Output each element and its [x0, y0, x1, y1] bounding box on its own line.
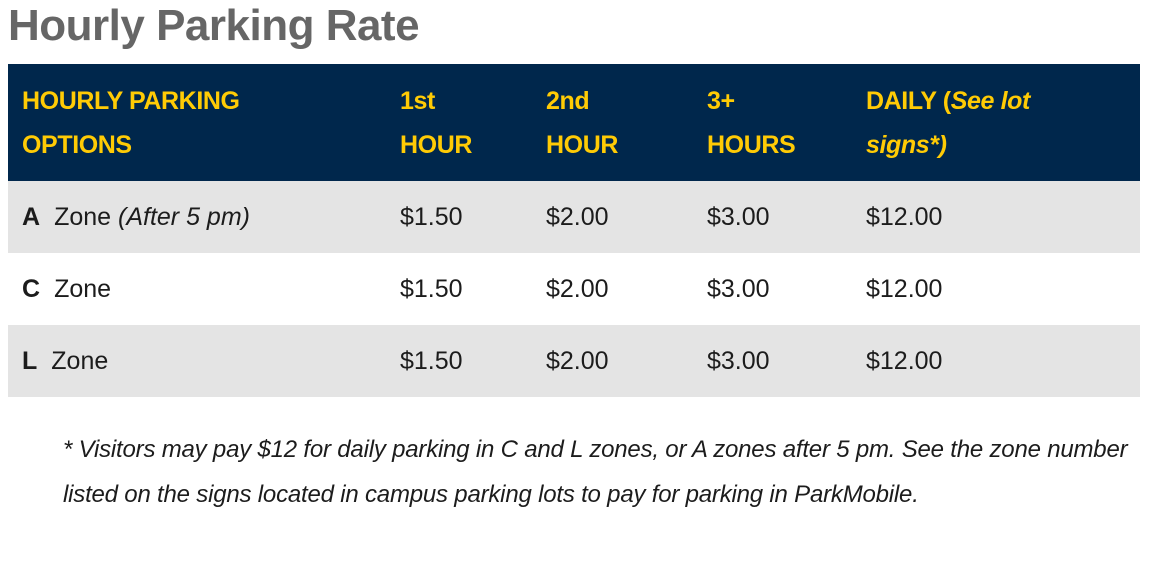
first-hour-rate: $1.50: [400, 202, 463, 231]
zone-note: (After 5 pm): [118, 202, 250, 231]
header-three-plus-hours: 3+ HOURS: [693, 64, 852, 181]
header-second-hour: 2nd HOUR: [532, 64, 693, 181]
header-daily: DAILY (See lot signs*): [852, 64, 1140, 181]
zone-label: Zone: [54, 274, 112, 303]
header-line: HOUR: [400, 130, 473, 159]
daily-rate: $12.00: [866, 346, 943, 375]
header-line: OPTIONS: [22, 130, 132, 159]
three-plus-hours-rate: $3.00: [707, 346, 770, 375]
zone-cell: L Zone: [8, 325, 386, 397]
second-hour-rate: $2.00: [546, 202, 609, 231]
table-body: A Zone (After 5 pm) $1.50 $2.00 $3.00 $12…: [8, 181, 1140, 397]
zone-label: Zone: [54, 202, 112, 231]
header-line: HOURLY PARKING: [22, 86, 240, 115]
parking-rate-table: HOURLY PARKING OPTIONS 1st HOUR 2nd HOUR…: [8, 64, 1140, 397]
header-line: HOURS: [707, 130, 796, 159]
header-line: 2nd: [546, 86, 590, 115]
table-header: HOURLY PARKING OPTIONS 1st HOUR 2nd HOUR…: [8, 64, 1140, 181]
page-title: Hourly Parking Rate: [8, 1, 420, 50]
three-plus-hours-rate: $3.00: [707, 274, 770, 303]
header-line-italic: See lot: [950, 86, 1031, 115]
table-row: C Zone $1.50 $2.00 $3.00 $12.00: [8, 253, 1140, 325]
zone-cell: A Zone (After 5 pm): [8, 181, 386, 253]
table-row: L Zone $1.50 $2.00 $3.00 $12.00: [8, 325, 1140, 397]
daily-rate: $12.00: [866, 202, 943, 231]
daily-rate: $12.00: [866, 274, 943, 303]
zone-letter: L: [22, 346, 38, 375]
table-row: A Zone (After 5 pm) $1.50 $2.00 $3.00 $12…: [8, 181, 1140, 253]
second-hour-rate: $2.00: [546, 346, 609, 375]
first-hour-rate: $1.50: [400, 346, 463, 375]
footnote: * Visitors may pay $12 for daily parking…: [63, 436, 1128, 508]
header-line: DAILY (: [866, 86, 951, 115]
header-line: 1st: [400, 86, 435, 115]
header-row: HOURLY PARKING OPTIONS 1st HOUR 2nd HOUR…: [8, 64, 1140, 181]
header-line-italic: signs*): [866, 130, 947, 159]
three-plus-hours-rate: $3.00: [707, 202, 770, 231]
zone-cell: C Zone: [8, 253, 386, 325]
zone-letter: C: [22, 274, 41, 303]
second-hour-rate: $2.00: [546, 274, 609, 303]
zone-letter: A: [22, 202, 41, 231]
first-hour-rate: $1.50: [400, 274, 463, 303]
header-line: HOUR: [546, 130, 619, 159]
zone-label: Zone: [51, 346, 109, 375]
header-first-hour: 1st HOUR: [386, 64, 532, 181]
header-line: 3+: [707, 86, 735, 115]
header-hourly-parking-options: HOURLY PARKING OPTIONS: [8, 64, 386, 181]
